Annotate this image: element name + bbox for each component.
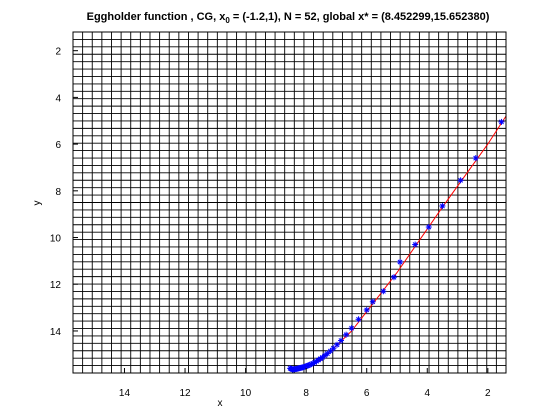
series-layer — [287, 115, 507, 373]
y-tick-label: 14 — [50, 327, 62, 338]
data-point — [472, 155, 479, 162]
x-tick-label: 6 — [364, 388, 370, 399]
y-tick-label: 4 — [55, 93, 61, 104]
data-point — [412, 241, 419, 248]
grid — [73, 32, 506, 373]
x-tick-label: 8 — [303, 388, 309, 399]
x-tick-label: 14 — [119, 388, 131, 399]
ticks: 14 12 10 8 6 4 2 2 4 6 8 10 12 14 — [50, 47, 491, 399]
x-tick-label: 4 — [424, 388, 430, 399]
x-tick-label: 2 — [485, 388, 491, 399]
data-point — [425, 224, 432, 231]
x-tick-label: 10 — [240, 388, 252, 399]
x-tick-label: 12 — [179, 388, 191, 399]
data-point — [363, 306, 370, 313]
chart-title: Eggholder function , CG, x0 = (-1.2,1), … — [87, 11, 490, 25]
x-axis-label: x — [218, 398, 223, 409]
y-tick-label: 6 — [55, 140, 61, 151]
data-point — [337, 337, 344, 344]
data-point — [369, 298, 376, 305]
title-subscript: 0 — [225, 16, 230, 25]
y-tick-label: 8 — [55, 187, 61, 198]
data-point — [439, 203, 446, 210]
data-point — [348, 325, 355, 332]
data-point — [343, 331, 350, 338]
data-point — [380, 288, 387, 295]
plot-frame — [72, 31, 507, 374]
title-rest: = (-1.2,1), N = 52, global x* = (8.45229… — [230, 11, 490, 23]
data-point — [457, 177, 464, 184]
data-point — [498, 118, 505, 125]
series-line — [292, 115, 507, 370]
data-point — [355, 316, 362, 323]
y-tick-label: 12 — [50, 280, 62, 291]
y-tick-label: 2 — [55, 47, 61, 58]
data-point — [334, 341, 341, 348]
title-main: Eggholder function , CG, x — [87, 11, 227, 23]
y-tick-label: 10 — [50, 234, 62, 245]
data-point — [330, 345, 337, 352]
data-point — [397, 259, 404, 266]
y-axis-label: y — [32, 201, 43, 206]
data-point — [390, 274, 397, 281]
